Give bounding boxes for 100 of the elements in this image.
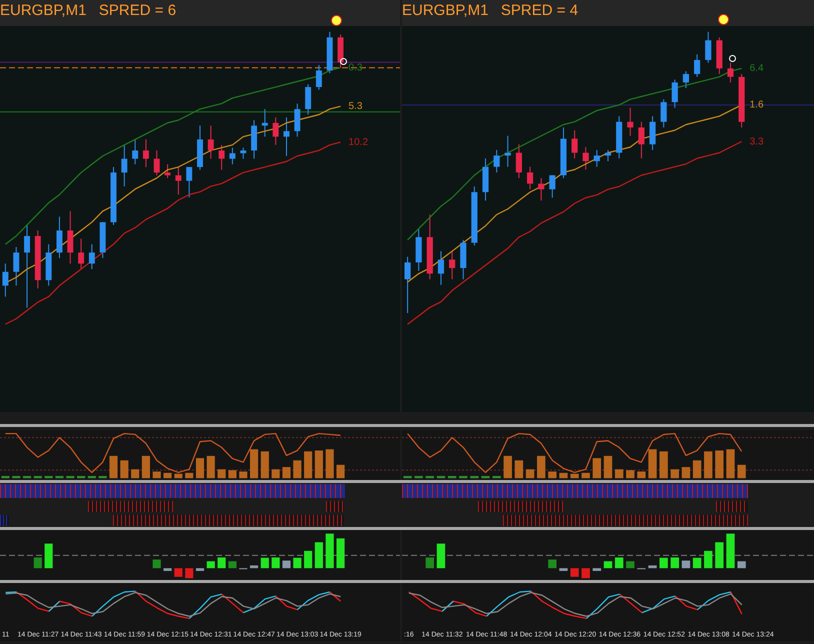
bar [326,534,334,568]
bar [737,561,746,568]
bar [660,451,668,478]
bar [570,474,579,478]
bar [336,538,345,568]
bar [582,472,590,478]
bar [152,472,161,478]
bar [336,464,345,478]
bar [282,467,291,478]
candlestick [672,79,678,108]
candlestick [164,164,171,179]
chart-title: EURGBP,M1 SPRED = 4 [402,2,578,20]
bar [604,456,612,478]
bar [293,460,302,478]
bar [737,464,746,478]
bar [272,469,280,478]
bar [414,476,423,478]
candlestick [572,130,578,159]
bar [164,568,172,571]
bar [637,472,646,478]
candlestick [682,70,690,89]
candlestick [705,31,712,64]
bar [614,469,624,478]
bar [44,544,53,568]
bar [592,458,602,478]
candlestick [694,54,700,78]
bar [614,557,624,568]
candlestick [186,166,192,198]
bar [682,467,690,478]
candlestick [56,216,62,259]
candlestick [649,116,656,150]
candlestick [24,224,30,308]
bar [592,568,602,571]
bar [120,460,128,478]
bar [196,458,204,478]
candlestick [88,244,95,270]
annotation: 3.3 [750,136,764,148]
bar [682,560,690,568]
bar [537,456,546,478]
candlestick [175,166,182,196]
candlestick [516,144,522,179]
candlestick [13,246,20,286]
bar [704,550,712,568]
bar [260,451,269,478]
candlestick [294,103,300,138]
bar [174,568,182,577]
bar [692,558,702,568]
candlestick [594,149,600,168]
bar [228,561,236,568]
bar [109,456,118,478]
bar [196,568,204,571]
candlestick [438,250,444,286]
bar [626,470,634,478]
bar [648,449,657,478]
bar [459,476,468,478]
candlestick [727,62,734,83]
bar [98,476,107,478]
bar [548,560,556,568]
candlestick [538,178,544,202]
bar [692,460,702,478]
bar [66,476,74,478]
candlestick [121,144,128,187]
bar [304,451,312,478]
annotation: 5.3 [348,101,363,112]
candlestick [627,107,634,136]
bar [436,544,446,568]
bar [492,476,501,478]
annotation: 0.3 [348,62,363,74]
candlestick [2,263,8,298]
bar [272,557,280,568]
candlestick [638,121,644,159]
bar [726,449,735,478]
candlestick [67,210,74,264]
candlestick [660,98,667,128]
bar [282,560,291,568]
bar [514,460,524,478]
bar [218,469,226,478]
bar [448,476,456,478]
bar [559,568,568,571]
bar [314,542,323,568]
bar [260,558,269,568]
candlestick [284,116,290,156]
bar [314,450,323,478]
bar [304,550,312,568]
bar [548,472,556,478]
candlestick [404,256,411,314]
bar [670,469,679,478]
candlestick [142,138,149,168]
candlestick [262,108,268,138]
bar [715,450,724,478]
bar [164,472,172,478]
bar [152,560,161,568]
bar [726,534,735,568]
bar [670,557,679,568]
bar [185,472,194,478]
bar [660,558,668,568]
annotation: 10.2 [348,136,368,148]
candlestick [218,144,225,170]
bar [206,456,215,478]
bar [293,558,302,568]
